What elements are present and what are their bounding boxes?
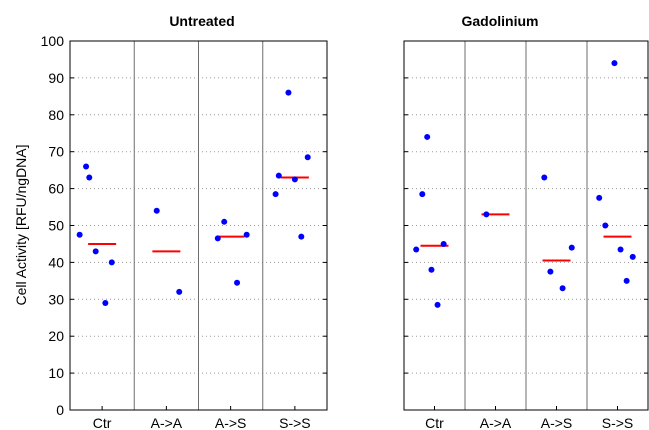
left-data-point bbox=[108, 259, 115, 266]
left-data-point bbox=[83, 163, 90, 170]
right-panel-title: Gadolinium bbox=[462, 13, 539, 29]
left-x-tick-label: A->S bbox=[215, 415, 247, 430]
y-tick-label: 80 bbox=[48, 107, 64, 123]
right-data-point bbox=[424, 133, 431, 140]
left-panel-plot: 0 10 20 30 40 50 60 70 80 90 100 Ctr A->A A->S S->S bbox=[41, 33, 328, 430]
y-tick-label: 40 bbox=[48, 254, 64, 270]
right-data-point bbox=[559, 285, 566, 292]
left-data-point bbox=[92, 248, 99, 255]
left-data-point bbox=[298, 233, 305, 240]
right-data-point bbox=[568, 244, 575, 251]
right-data-point bbox=[419, 191, 426, 198]
left-panel-title: Untreated bbox=[169, 13, 234, 29]
right-data-point bbox=[434, 301, 441, 308]
right-data-point bbox=[623, 277, 630, 284]
y-tick-label: 50 bbox=[48, 218, 64, 234]
left-panel: Untreated Cell Activity [RFU/ngDNA] 0 10 2… bbox=[13, 13, 328, 430]
left-data-point bbox=[291, 176, 298, 183]
y-tick-label: 90 bbox=[48, 70, 64, 86]
right-data-point bbox=[596, 194, 603, 201]
left-data-point bbox=[304, 154, 311, 161]
left-data-point bbox=[272, 191, 279, 198]
left-x-tick-label: Ctr bbox=[93, 415, 112, 430]
left-data-point bbox=[102, 299, 109, 306]
right-data-point bbox=[602, 222, 609, 229]
y-tick-label: 10 bbox=[48, 365, 64, 381]
left-data-point bbox=[176, 288, 183, 295]
right-x-tick-label: A->A bbox=[480, 415, 512, 430]
left-data-point bbox=[275, 172, 282, 179]
left-data-point bbox=[153, 207, 160, 214]
right-data-point bbox=[547, 268, 554, 275]
left-data-point bbox=[214, 235, 221, 242]
left-data-point bbox=[234, 279, 241, 286]
left-data-point bbox=[86, 174, 93, 181]
right-data-point bbox=[428, 266, 435, 273]
y-axis-label: Cell Activity [RFU/ngDNA] bbox=[13, 144, 29, 305]
y-tick-label: 20 bbox=[48, 328, 64, 344]
left-data-point bbox=[221, 218, 228, 225]
right-panel: Gadolinium Ctr A->A A->S S->S bbox=[403, 13, 649, 430]
y-tick-label: 30 bbox=[48, 291, 64, 307]
y-tick-label: 60 bbox=[48, 181, 64, 197]
y-tick-label: 100 bbox=[41, 33, 65, 49]
right-data-point bbox=[483, 211, 490, 218]
right-data-point bbox=[611, 60, 618, 67]
left-x-tick-label: A->A bbox=[151, 415, 183, 430]
y-tick-label: 70 bbox=[48, 144, 64, 160]
left-data-point bbox=[76, 231, 83, 238]
right-data-point bbox=[541, 174, 548, 181]
y-tick-label: 0 bbox=[56, 402, 64, 418]
right-data-point bbox=[440, 240, 447, 247]
right-data-point bbox=[629, 253, 636, 260]
right-data-point bbox=[413, 246, 420, 253]
left-data-point bbox=[285, 89, 292, 96]
right-x-tick-label: Ctr bbox=[425, 415, 444, 430]
left-data-point bbox=[243, 231, 250, 238]
left-x-tick-label: S->S bbox=[279, 415, 311, 430]
right-x-tick-label: S->S bbox=[602, 415, 634, 430]
right-x-tick-label: A->S bbox=[541, 415, 573, 430]
right-panel-plot: Ctr A->A A->S S->S bbox=[403, 40, 649, 430]
right-data-point bbox=[617, 246, 624, 253]
